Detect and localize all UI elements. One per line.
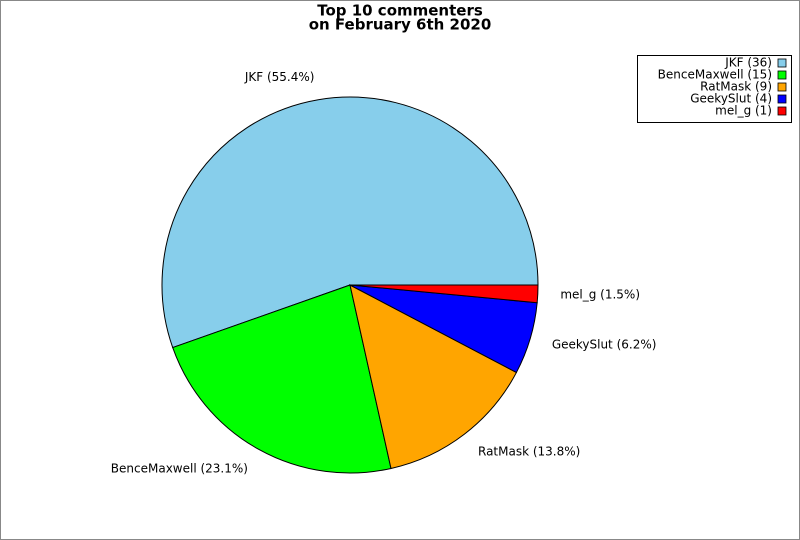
legend-label: BenceMaxwell (15): [658, 68, 772, 82]
legend-swatch: [777, 70, 787, 80]
chart-subtitle: on February 6th 2020: [309, 16, 492, 34]
legend-swatch: [777, 94, 787, 104]
slice-label: mel_g (1.5%): [560, 287, 640, 301]
pie-slice: [349, 284, 539, 304]
pie-slice: [349, 284, 518, 470]
legend-label: GeekySlut (4): [690, 92, 772, 106]
pie-slice: [172, 284, 392, 474]
legend-swatch: [777, 106, 787, 116]
slice-label: JKF (55.4%): [244, 70, 315, 84]
legend-swatch: [777, 82, 787, 92]
slice-label: GeekySlut (6.2%): [552, 338, 657, 352]
legend-label: RatMask (9): [700, 80, 772, 94]
legend-swatch: [777, 58, 787, 68]
legend-label: JKF (36): [724, 56, 772, 70]
legend-label: mel_g (1): [715, 104, 772, 118]
legend-box: [637, 55, 792, 123]
chart-title: Top 10 commenters: [317, 2, 483, 20]
slice-label: BenceMaxwell (23.1%): [111, 462, 248, 476]
slice-label: RatMask (13.8%): [478, 445, 580, 459]
